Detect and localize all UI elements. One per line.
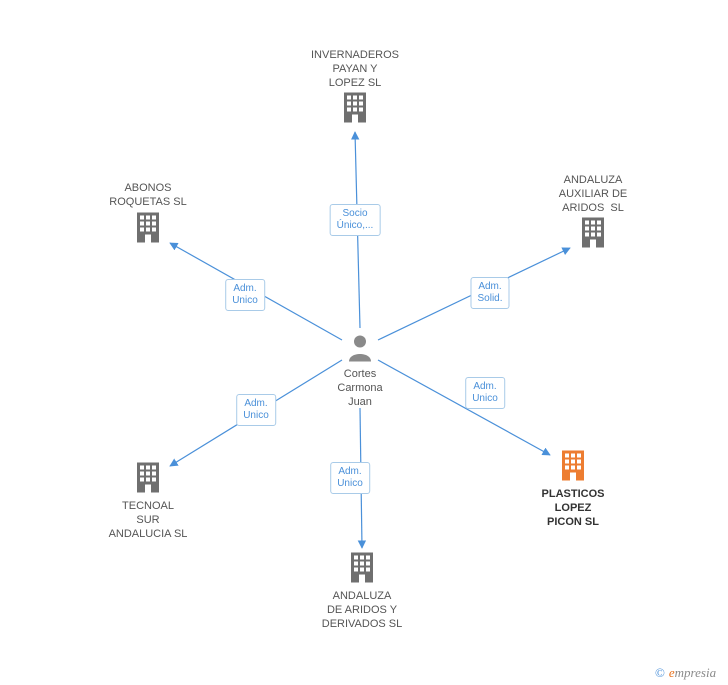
- edge-label-andaluza_der: Adm. Unico: [330, 462, 370, 494]
- edge-plasticos: [378, 360, 550, 455]
- node-label-abonos: ABONOS ROQUETAS SL: [109, 182, 186, 210]
- edge-label-andaluza_aux: Adm. Solid.: [470, 277, 509, 309]
- edge-label-abonos: Adm. Unico: [225, 279, 265, 311]
- copyright-symbol: ©: [655, 665, 665, 680]
- building-icon: [558, 449, 588, 488]
- person-icon: [347, 334, 373, 367]
- node-label-invernaderos: INVERNADEROS PAYAN Y LOPEZ SL: [311, 49, 399, 90]
- building-icon: [340, 91, 370, 130]
- building-icon: [347, 551, 377, 590]
- node-label-andaluza_der: ANDALUZA DE ARIDOS Y DERIVADOS SL: [322, 590, 403, 631]
- node-label-tecnoal: TECNOAL SUR ANDALUCIA SL: [109, 500, 188, 541]
- copyright: ©empresia: [655, 665, 716, 681]
- building-icon: [578, 216, 608, 255]
- node-label-andaluza_aux: ANDALUZA AUXILIAR DE ARIDOS SL: [559, 174, 627, 215]
- copyright-brand-rest: mpresia: [675, 665, 716, 680]
- building-icon: [133, 211, 163, 250]
- edge-label-tecnoal: Adm. Unico: [236, 394, 276, 426]
- node-label-plasticos: PLASTICOS LOPEZ PICON SL: [542, 488, 605, 529]
- edge-label-plasticos: Adm. Unico: [465, 377, 505, 409]
- center-label: Cortes Carmona Juan: [337, 368, 382, 409]
- building-icon: [133, 461, 163, 500]
- edge-label-invernaderos: Socio Único,...: [330, 204, 381, 236]
